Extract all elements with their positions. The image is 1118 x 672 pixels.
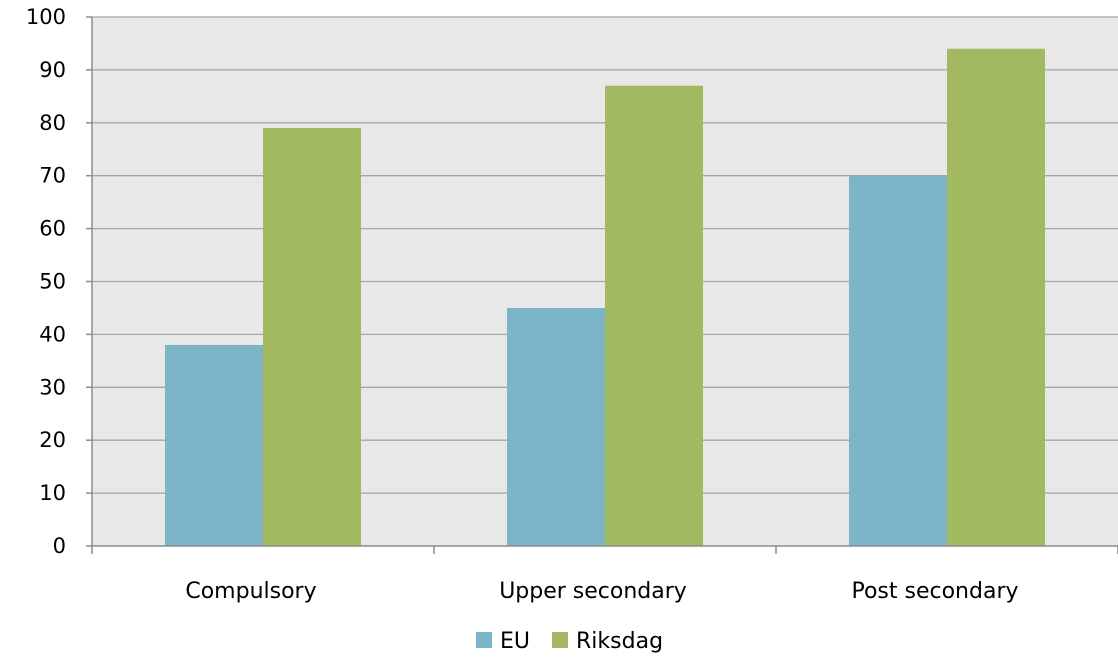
- legend-swatch: [476, 632, 492, 648]
- legend-label: EU: [500, 629, 530, 654]
- legend-swatch: [552, 632, 569, 648]
- y-tick-label: 50: [39, 270, 66, 294]
- bar-riksdag-post-secondary: [947, 48, 1045, 547]
- x-category-label: Post secondary: [851, 579, 1018, 604]
- x-category-label: Upper secondary: [499, 579, 687, 604]
- y-tick-label: 80: [39, 111, 66, 135]
- y-tick-label: 40: [39, 322, 66, 346]
- y-tick-label: 70: [39, 164, 66, 188]
- y-tick-label: 30: [39, 375, 66, 399]
- bars: [165, 48, 1045, 547]
- y-tick-label: 0: [53, 534, 66, 558]
- bar-eu-compulsory: [165, 344, 263, 546]
- y-tick-label: 90: [39, 58, 66, 82]
- x-axis-labels: Compulsory Upper secondary Post secondary: [185, 579, 1018, 604]
- axes: [86, 16, 1118, 554]
- y-axis-ticks: 0 10 20 30 40 50 60 70 80 90 100: [26, 5, 66, 558]
- bar-eu-post-secondary: [849, 175, 947, 546]
- x-category-label: Compulsory: [185, 579, 316, 604]
- legend-label: Riksdag: [576, 629, 663, 654]
- y-tick-label: 10: [39, 481, 66, 505]
- bar-riksdag-upper-secondary: [605, 85, 703, 547]
- legend: EU Riksdag: [476, 629, 663, 654]
- bar-riksdag-compulsory: [263, 128, 361, 546]
- y-tick-label: 100: [26, 5, 66, 29]
- y-tick-label: 60: [39, 217, 66, 241]
- bar-eu-upper-secondary: [507, 307, 605, 546]
- y-tick-label: 20: [39, 428, 66, 452]
